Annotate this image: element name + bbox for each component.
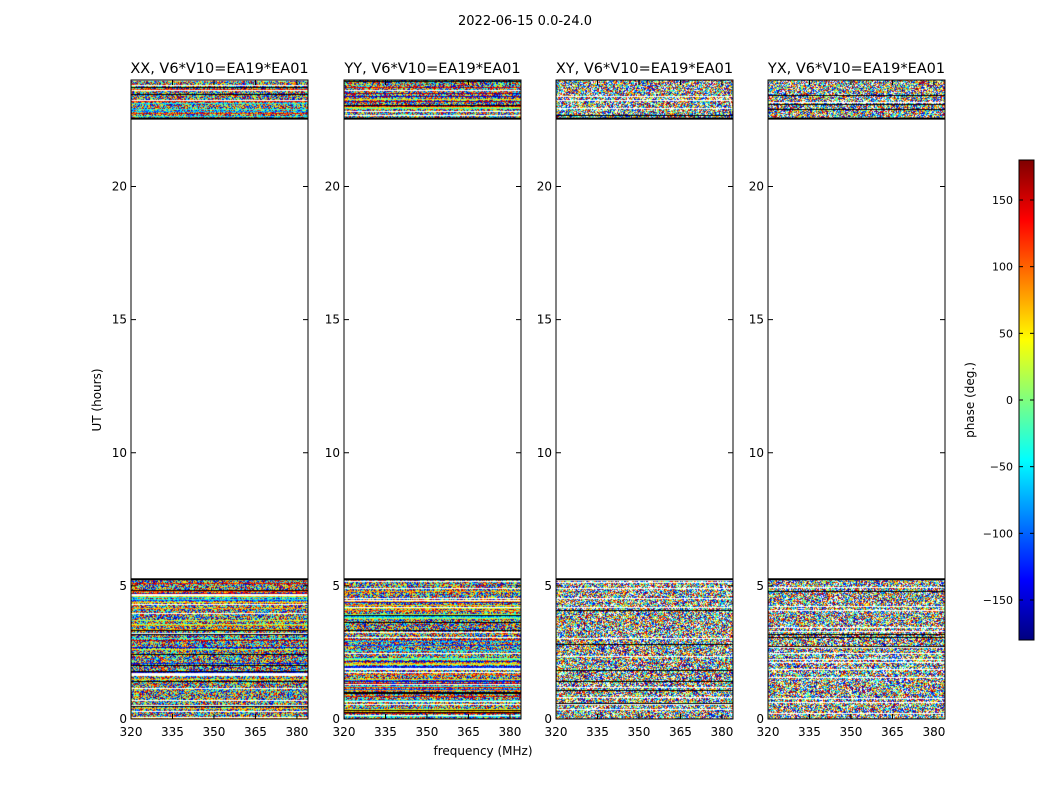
y-tick-label: 15 xyxy=(112,313,127,327)
x-tick-label: 320 xyxy=(333,725,356,739)
x-tick-label: 365 xyxy=(669,725,692,739)
axes-frame xyxy=(555,79,734,720)
x-tick-label: 365 xyxy=(881,725,904,739)
colorbar-tick-label: 50 xyxy=(999,327,1013,340)
heatmap-image xyxy=(768,80,945,719)
x-tick-label: 335 xyxy=(586,725,609,739)
x-tick-label: 380 xyxy=(498,725,521,739)
heatmap-image xyxy=(556,80,733,719)
colorbar-tick-label: 100 xyxy=(992,261,1013,274)
y-tick-label: 10 xyxy=(325,446,340,460)
x-tick-label: 380 xyxy=(710,725,733,739)
x-tick-label: 365 xyxy=(457,725,480,739)
y-tick-label: 15 xyxy=(537,313,552,327)
colorbar-tick-label: 0 xyxy=(1006,394,1013,407)
panel-title: XY, V6*V10=EA19*EA01 xyxy=(556,61,733,77)
y-tick-label: 10 xyxy=(749,446,764,460)
axes-frame xyxy=(767,79,946,720)
x-tick-label: 380 xyxy=(285,725,308,739)
y-tick-label: 20 xyxy=(537,180,552,194)
heatmap-panel-4: YX, V6*V10=EA19*EA01 320 335 350 365 380 0 5 10 1… xyxy=(749,61,946,739)
x-tick-label: 350 xyxy=(628,725,651,739)
x-tick-label: 335 xyxy=(161,725,184,739)
colorbar-tick-label: 150 xyxy=(992,194,1013,207)
x-tick-label: 365 xyxy=(244,725,267,739)
panel-title: XX, V6*V10=EA19*EA01 xyxy=(130,61,308,77)
y-tick-label: 20 xyxy=(112,180,127,194)
x-tick-label: 335 xyxy=(374,725,397,739)
x-tick-label: 350 xyxy=(203,725,226,739)
y-tick-label: 20 xyxy=(325,180,340,194)
x-tick-label: 350 xyxy=(840,725,863,739)
y-tick-label: 10 xyxy=(537,446,552,460)
y-tick-label: 5 xyxy=(756,579,764,593)
y-tick-label: 0 xyxy=(544,712,552,726)
x-tick-label: 320 xyxy=(120,725,143,739)
y-tick-label: 20 xyxy=(749,180,764,194)
x-tick-label: 335 xyxy=(798,725,821,739)
x-tick-label: 380 xyxy=(922,725,945,739)
y-tick-label: 5 xyxy=(332,579,340,593)
axes-frame xyxy=(130,79,309,720)
colorbar-tick-label: −150 xyxy=(983,594,1013,607)
colorbar: 150 100 50 0 −50 −100 −150 xyxy=(983,159,1035,641)
y-tick-label: 10 xyxy=(112,446,127,460)
y-tick-label: 0 xyxy=(332,712,340,726)
y-tick-label: 15 xyxy=(325,313,340,327)
heatmap-panel-1: XX, V6*V10=EA19*EA01 320 335 350 365 380 0 5 10 1… xyxy=(112,61,309,739)
heatmap-image xyxy=(131,80,308,719)
x-tick-label: 320 xyxy=(545,725,568,739)
y-tick-label: 5 xyxy=(119,579,127,593)
colorbar-tick-label: −100 xyxy=(983,527,1013,540)
panel-title: YY, V6*V10=EA19*EA01 xyxy=(343,61,520,77)
x-tick-label: 350 xyxy=(416,725,439,739)
x-tick-label: 320 xyxy=(757,725,780,739)
heatmap-panel-2: YY, V6*V10=EA19*EA01 320 335 350 365 380 0 5 10 1… xyxy=(325,61,522,739)
y-axis-label: UT (hours) xyxy=(90,368,104,431)
heatmap-panel-3: XY, V6*V10=EA19*EA01 320 335 350 365 380 0 5 10 1… xyxy=(537,61,734,739)
panel-title: YX, V6*V10=EA19*EA01 xyxy=(767,61,945,77)
y-tick-label: 0 xyxy=(119,712,127,726)
heatmap-panels: XX, V6*V10=EA19*EA01 320 335 350 365 380 0 5 10 1… xyxy=(112,61,946,739)
colorbar-label: phase (deg.) xyxy=(963,362,977,438)
y-tick-label: 5 xyxy=(544,579,552,593)
figure-suptitle: 2022-06-15 0.0-24.0 xyxy=(458,14,592,29)
y-tick-label: 15 xyxy=(749,313,764,327)
colorbar-tick-label: −50 xyxy=(990,461,1013,474)
heatmap-image xyxy=(344,80,521,719)
x-axis-label: frequency (MHz) xyxy=(433,744,532,758)
y-tick-label: 0 xyxy=(756,712,764,726)
axes-frame xyxy=(343,79,522,720)
